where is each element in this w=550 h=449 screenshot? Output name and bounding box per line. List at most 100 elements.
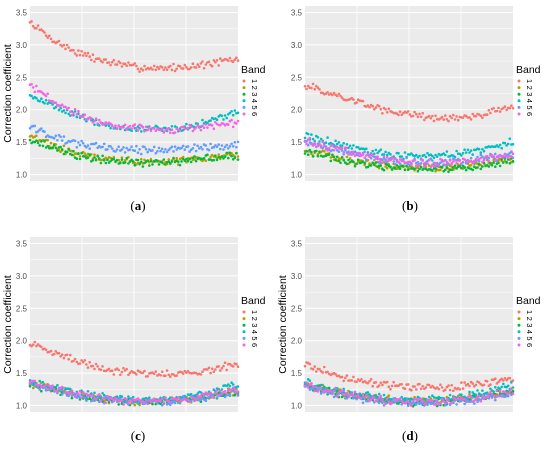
data-point: [452, 166, 455, 169]
data-point: [64, 111, 67, 115]
data-point: [394, 167, 397, 170]
data-point: [385, 397, 389, 400]
data-point: [387, 151, 391, 155]
data-point: [403, 401, 407, 405]
data-point: [342, 379, 345, 383]
data-point: [219, 147, 222, 151]
data-point: [178, 129, 182, 132]
data-point: [202, 394, 206, 397]
data-point: [231, 158, 235, 161]
data-point: [110, 123, 114, 127]
data-point: [223, 114, 227, 117]
data-point: [360, 378, 363, 381]
data-point: [432, 156, 436, 160]
data-point: [487, 165, 491, 168]
data-point: [207, 366, 211, 370]
data-point: [227, 59, 230, 62]
data-point: [31, 343, 35, 346]
data-point: [152, 145, 156, 149]
data-point: [419, 115, 423, 119]
data-point: [98, 118, 101, 122]
data-point: [60, 148, 64, 151]
data-point: [345, 391, 349, 395]
data-point: [77, 392, 80, 395]
chart-panel-a: 1.0 1.5 2.0 2.5 3.0 3.5 Correction coefficient…: [0, 0, 275, 190]
data-point: [397, 402, 400, 405]
data-point: [318, 150, 321, 153]
data-point: [69, 353, 72, 357]
data-point: [389, 153, 392, 156]
data-point: [468, 151, 471, 154]
data-point: [56, 389, 59, 393]
data-point: [236, 390, 240, 393]
data-point: [83, 396, 87, 399]
y-tick-label: 2.0: [16, 106, 28, 115]
data-point: [374, 381, 378, 384]
data-point: [219, 389, 222, 393]
legend-label: 6: [525, 112, 534, 116]
data-point: [207, 148, 211, 152]
data-point: [160, 161, 164, 164]
legend-key: [517, 112, 521, 116]
data-point: [460, 166, 463, 170]
legend-label: 5: [250, 105, 259, 109]
data-point: [311, 155, 315, 158]
data-point: [230, 381, 233, 384]
data-point: [481, 147, 484, 151]
data-point: [125, 146, 128, 150]
data-point: [473, 402, 476, 405]
data-point: [183, 63, 187, 67]
data-point: [77, 141, 80, 144]
data-point: [233, 393, 237, 397]
data-point: [508, 106, 512, 110]
data-point: [36, 130, 40, 133]
data-point: [215, 396, 219, 399]
data-point: [506, 394, 510, 398]
data-point: [342, 141, 345, 145]
data-point: [41, 144, 45, 148]
data-point: [345, 374, 349, 377]
data-point: [405, 156, 408, 160]
data-point: [217, 143, 220, 146]
data-point: [463, 148, 466, 151]
data-point: [59, 106, 62, 110]
data-point: [448, 393, 452, 397]
data-point: [468, 390, 471, 394]
data-point: [450, 162, 453, 165]
data-point: [348, 161, 352, 164]
data-point: [201, 118, 204, 122]
data-point: [115, 395, 119, 398]
data-point: [461, 164, 465, 168]
data-point: [469, 163, 473, 167]
data-point: [489, 390, 492, 394]
data-point: [511, 379, 515, 382]
data-point: [231, 125, 235, 129]
data-point: [85, 363, 88, 366]
data-point: [311, 82, 315, 86]
data-point: [400, 113, 403, 117]
data-point: [371, 104, 374, 108]
data-point: [303, 139, 307, 143]
data-point: [154, 152, 158, 155]
data-point: [230, 142, 233, 146]
legend-label: 5: [525, 105, 534, 109]
data-point: [217, 153, 220, 156]
data-point: [355, 101, 358, 104]
data-point: [344, 393, 347, 397]
data-point: [230, 388, 233, 392]
data-point: [86, 156, 90, 159]
data-point: [476, 400, 479, 404]
data-point: [469, 156, 473, 160]
data-point: [73, 108, 77, 111]
data-point: [49, 37, 53, 41]
data-point: [219, 57, 222, 60]
data-point: [120, 395, 124, 398]
data-point: [151, 399, 154, 402]
data-point: [406, 400, 410, 404]
data-point: [188, 123, 191, 127]
legend-label: 2: [250, 317, 259, 321]
data-point: [90, 58, 93, 62]
data-point: [431, 154, 434, 158]
data-point: [230, 154, 233, 158]
data-point: [94, 362, 98, 366]
